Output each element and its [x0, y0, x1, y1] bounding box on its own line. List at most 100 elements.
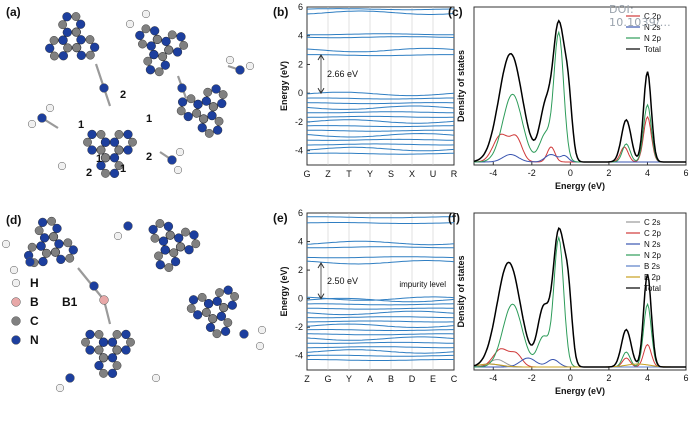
carbon-atom [34, 226, 44, 236]
dos-curve [473, 226, 686, 368]
nitrogen-atom [99, 83, 109, 93]
carbon-atom [63, 238, 73, 248]
plot-frame [306, 6, 455, 166]
ytick-label: 2 [298, 59, 303, 69]
nitrogen-atom [123, 129, 133, 140]
legend-entry: C 2p [644, 229, 661, 238]
ytick-label: 2 [298, 265, 303, 275]
ytick-label: 0 [298, 88, 303, 98]
boron-atom [11, 297, 21, 307]
nitrogen-atom [220, 326, 231, 336]
band-line [307, 307, 455, 310]
hydrogen-atom [27, 119, 37, 129]
ytick-label: -2 [295, 322, 303, 332]
band-line [306, 246, 454, 249]
carbon-atom [85, 35, 95, 44]
band-line [306, 97, 454, 100]
xtick-label: 2 [606, 168, 611, 178]
carbon-atom [154, 251, 163, 261]
xtick-label: 6 [683, 168, 688, 178]
nitrogen-atom [38, 217, 48, 227]
carbon-atom [214, 116, 224, 126]
nitrogen-atom [109, 153, 120, 163]
carbon-atom [99, 368, 108, 378]
impurity-level-label: impurity level [399, 280, 446, 289]
nitrogen-atom [163, 221, 174, 231]
carbon-atom [99, 353, 108, 363]
hydrogen-atom [257, 325, 267, 335]
band-line [307, 216, 454, 219]
xtick-label: 0 [568, 373, 573, 383]
band-line [307, 341, 455, 344]
kpoint-label: E [430, 374, 436, 384]
nitrogen-atom [205, 322, 216, 333]
band-gap-label: 2.66 eV [327, 69, 358, 79]
legend-entry: N 2s [644, 23, 660, 32]
nitrogen-atom [167, 155, 177, 165]
site-label: 1 [146, 113, 152, 125]
kpoint-label: S [388, 169, 394, 179]
nitrogen-atom [150, 26, 160, 36]
nitrogen-atom [197, 123, 207, 133]
band-line [307, 152, 454, 155]
nitrogen-atom [76, 50, 86, 60]
carbon-atom [85, 50, 95, 60]
carbon-atom [58, 20, 68, 30]
carbon-atom [141, 24, 151, 34]
carbon-atom [167, 30, 177, 40]
nitrogen-atom [107, 368, 118, 378]
carbon-atom [164, 45, 174, 55]
hydrogen-atom [175, 147, 185, 157]
nitrogen-atom [107, 337, 118, 347]
hydrogen-atom [141, 9, 151, 19]
band-line [306, 336, 455, 341]
band-line [306, 102, 454, 105]
nitrogen-atom [216, 311, 227, 321]
xtick-label: 6 [683, 373, 688, 383]
nitrogen-atom [121, 329, 131, 340]
carbon-atom [81, 337, 90, 347]
carbon-atom [128, 137, 137, 147]
carbon-atom [169, 248, 179, 258]
carbon-atom [112, 361, 122, 370]
site-label: 2 [146, 151, 152, 163]
nitrogen-atom [161, 36, 171, 47]
kpoint-label: G [324, 374, 331, 384]
gap-arrow-head [317, 261, 325, 269]
carbon-atom [191, 239, 201, 249]
panel-c-label: (c) [448, 5, 463, 19]
carbon-atom [143, 56, 153, 66]
carbon-atom [186, 94, 196, 104]
carbon-atom [96, 130, 106, 139]
carbon-atom [27, 242, 37, 252]
carbon-atom [223, 318, 233, 327]
xtick-label: -4 [489, 373, 497, 383]
carbon-atom [71, 27, 81, 37]
nitrogen-atom [160, 245, 170, 255]
xtick-label: -4 [489, 168, 497, 178]
nitrogen-atom [62, 12, 72, 22]
carbon-atom [83, 137, 92, 147]
legend-entry: N 2s [644, 240, 660, 249]
nitrogen-atom [155, 260, 165, 270]
band-line [306, 10, 455, 15]
site-label: 2 [86, 167, 92, 179]
carbon-atom [181, 227, 190, 237]
ytick-label: 6 [298, 2, 303, 12]
panel-e-label: (e) [273, 211, 288, 225]
nitrogen-atom [189, 230, 199, 240]
nitrogen-atom [223, 285, 233, 295]
carbon-atom [204, 129, 214, 138]
nitrogen-atom [58, 35, 68, 45]
hydrogen-atom [45, 103, 55, 113]
band-line [306, 260, 455, 265]
nitrogen-atom [87, 129, 97, 140]
kpoint-label: Z [304, 374, 310, 384]
nitrogen-atom [54, 239, 64, 249]
nitrogen-atom [135, 30, 145, 41]
nitrogen-atom [212, 296, 222, 306]
carbon-atom [96, 145, 106, 155]
nitrogen-atom [177, 97, 188, 107]
carbon-atom [155, 219, 165, 228]
carbon-atom [158, 52, 168, 61]
